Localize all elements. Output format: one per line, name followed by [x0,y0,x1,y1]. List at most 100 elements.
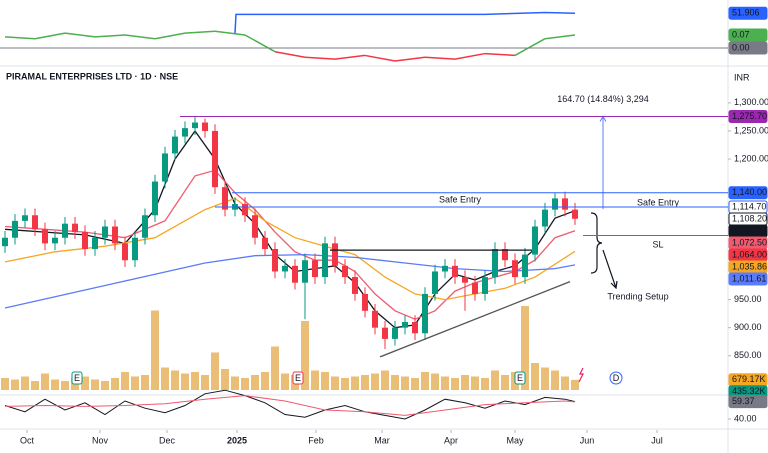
volume-bar [211,352,219,390]
candle-body [262,237,268,249]
y-tick-label: 850.00 [734,350,762,360]
oscillator-segment [364,54,396,62]
volume-bar [561,376,569,390]
volume-bar [431,373,439,390]
volume-bar [451,378,459,390]
volume-bar [221,369,229,390]
price-label-box [728,395,768,409]
price-label-box [728,186,768,200]
candle-body [442,265,448,272]
candle-body [472,282,478,294]
candle-body [42,229,48,244]
oscillator-segment [154,32,186,40]
oscillator-segment [214,30,246,36]
event-marker [292,371,304,385]
candle-body [502,248,508,261]
candle-body [152,181,158,216]
line [234,11,576,34]
x-tick-label: 2025 [227,435,247,445]
candle-body [392,327,398,339]
candle-body [462,277,468,283]
y-tick-label: 950.00 [734,294,762,304]
volume-bar [131,376,139,390]
candle-body [412,322,418,334]
oscillator-segment [244,34,276,53]
price-label: 435.32K [732,386,766,396]
line [4,395,576,416]
chart-title: PIRAMAL ENTERPRISES LTD · 1D · NSE [6,71,178,81]
volume-bar [491,370,499,390]
candle-body [52,237,58,244]
volume-bar [571,379,579,390]
event-marker [71,371,83,385]
candle-body [82,232,88,249]
candle-body [562,198,568,210]
price-label: 0.07 [732,29,750,39]
candle-body [242,204,248,216]
volume-bar [41,373,49,390]
oscillator-segment [94,34,126,38]
candle-body [92,237,98,249]
candle-body [572,209,578,219]
candle-body [172,136,178,154]
price-label: 1,108.20 [732,213,767,223]
x-tick-label: Apr [444,435,458,445]
volume-bar [471,376,479,390]
oscillator-segment [334,54,366,60]
volume-bar [51,379,59,390]
y-tick-label: 1,300.00 [734,97,768,107]
candle-body [142,215,148,238]
oscillator-segment [124,34,156,40]
oscillator-segment [394,56,426,62]
candle-body [332,243,338,266]
volume-bar [321,372,329,390]
event-marker [514,371,526,385]
brace [590,212,603,274]
line [379,280,571,358]
candle-body [12,220,18,238]
volume-bar [261,372,269,390]
candle-body [342,265,348,278]
volume-bar [101,381,109,390]
volume-bar [161,367,169,390]
price-label: 59.37 [732,396,755,406]
candle-body [102,226,108,238]
price-label: 1,035.86 [732,261,767,271]
candle-body [372,310,378,328]
measure-label: 164.70 (14.84%) 3,294 [557,94,649,104]
x-tick-label: Mar [374,435,390,445]
event-icon [578,367,584,383]
candle-body [322,243,328,278]
y-tick-label: 40.00 [734,413,757,423]
volume-bar [531,363,539,390]
x-tick-label: May [506,435,524,445]
oscillator-segment [4,36,36,40]
oscillator-segment [484,52,516,57]
candle-body [452,265,458,278]
candle-body [402,322,408,328]
volume-bar [141,375,149,390]
candle-body [182,128,188,137]
candle-body [532,226,538,255]
candle-body [252,215,258,238]
volume-bar [241,378,249,390]
price-label: 1,064.00 [732,249,767,259]
volume-bar [341,378,349,390]
volume-bar [351,376,359,390]
x-tick-label: Nov [92,435,109,445]
oscillator-segment [64,32,96,38]
candle-body [32,215,38,230]
price-label: 1,140.00 [732,187,767,197]
candle-body [522,254,528,278]
candle-body [422,293,428,334]
volume-bar [371,373,379,390]
oscillator-segment [184,30,216,34]
volume-bar [121,372,129,390]
volume-bar [441,376,449,390]
volume-bar [151,310,159,390]
candle-body [272,248,278,272]
volume-bar [191,372,199,390]
candle-body [72,223,78,233]
candle-body [212,130,218,188]
line [4,389,576,420]
